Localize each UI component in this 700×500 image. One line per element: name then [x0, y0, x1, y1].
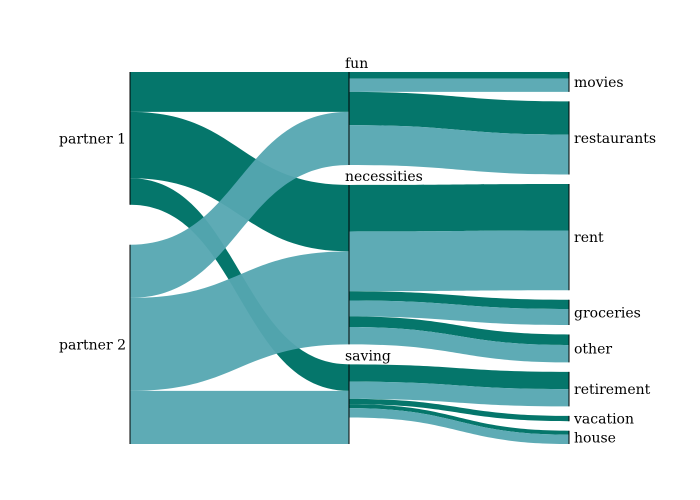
flow-fun-to-restaurants [349, 91, 569, 135]
node-label-movies: movies [574, 75, 624, 91]
flow-saving-to-vacation [349, 398, 569, 422]
node-label-retirement: retirement [574, 382, 651, 398]
flow-necessities-to-groceries [349, 300, 569, 325]
flows-layer [130, 72, 569, 444]
flow-necessities-to-rent [349, 183, 569, 232]
flow-necessities-to-groceries [349, 291, 569, 310]
flow-partner-1-to-fun [130, 72, 349, 112]
flow-fun-to-movies [349, 78, 569, 92]
flow-necessities-to-other [349, 316, 569, 346]
flow-partner-2-to-fun [130, 111, 349, 298]
node-label-vacation: vacation [573, 412, 634, 428]
flow-fun-to-movies [349, 72, 569, 79]
node-label-saving: saving [345, 348, 391, 364]
node-label-house: house [574, 430, 616, 446]
node-label-fun: fun [345, 56, 368, 72]
flow-necessities-to-other [349, 327, 569, 363]
node-label-partner-1: partner 1 [59, 131, 126, 147]
flow-saving-to-house [349, 408, 569, 444]
flow-partner-2-to-saving [130, 390, 349, 444]
node-labels-layer: partner 1 partner 2 fun necessities saving mo… [59, 56, 656, 446]
flow-saving-to-house [349, 404, 569, 435]
node-bars-layer [129, 72, 570, 444]
flow-partner-2-to-necessities [130, 251, 349, 391]
flow-necessities-to-rent [349, 230, 569, 292]
node-label-restaurants: restaurants [574, 131, 656, 147]
node-label-partner-2: partner 2 [59, 337, 126, 353]
flow-fun-to-restaurants [349, 125, 569, 175]
node-label-necessities: necessities [345, 169, 423, 185]
node-label-groceries: groceries [574, 305, 641, 321]
flow-saving-to-retirement [349, 381, 569, 407]
flow-saving-to-retirement [349, 364, 569, 390]
node-label-rent: rent [574, 230, 604, 246]
node-label-other: other [574, 341, 612, 357]
